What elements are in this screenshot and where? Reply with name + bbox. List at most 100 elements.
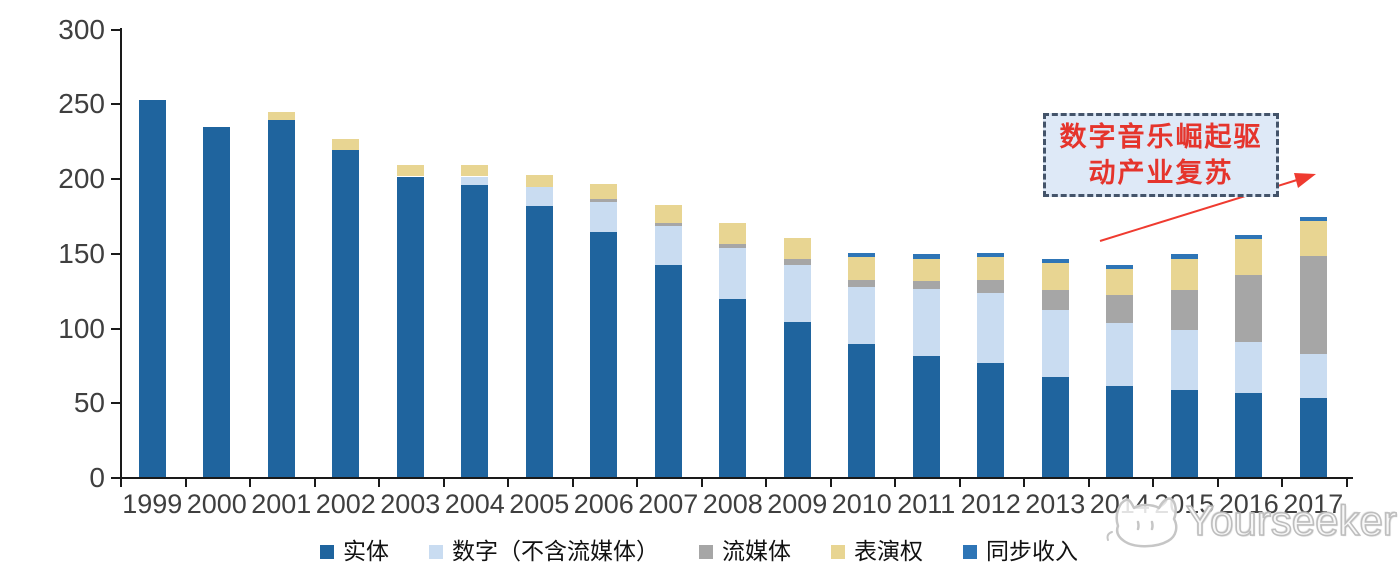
bar-segment-表演权 <box>654 204 682 223</box>
bar-segment-表演权 <box>1106 269 1134 295</box>
bar-segment-同步收入 <box>1170 254 1198 259</box>
bar-segment-同步收入 <box>977 252 1005 258</box>
bar-segment-流媒体 <box>848 279 876 288</box>
x-axis-tick <box>378 479 380 487</box>
y-axis-tick <box>111 402 120 405</box>
bar-segment-实体 <box>1041 376 1069 477</box>
bar-segment-表演权 <box>719 222 747 244</box>
x-axis-tick <box>184 479 187 487</box>
bar-segment-表演权 <box>912 258 940 282</box>
x-axis-tick <box>894 479 896 487</box>
bar-segment-同步收入 <box>1235 234 1263 240</box>
x-axis-label: 2017 <box>1283 489 1344 519</box>
bar-segment-同步收入 <box>1106 264 1134 270</box>
x-axis-tick <box>507 479 509 487</box>
legend-swatch-icon <box>320 545 334 559</box>
x-axis-label: 2006 <box>573 489 634 519</box>
bar-segment-实体 <box>1106 385 1134 477</box>
bar-segment-表演权 <box>396 164 424 177</box>
x-axis-label: 2009 <box>767 489 828 519</box>
x-axis-tick <box>571 479 574 487</box>
bar-segment-数字（不含流媒体） <box>783 264 811 322</box>
bar-segment-流媒体 <box>719 243 747 249</box>
bar-segment-实体 <box>138 100 166 477</box>
bar-segment-流媒体 <box>1170 290 1198 331</box>
bar-segment-流媒体 <box>1299 255 1327 355</box>
bar-segment-表演权 <box>1299 221 1327 256</box>
bar-segment-数字（不含流媒体） <box>1235 342 1263 394</box>
bar-segment-流媒体 <box>783 258 811 265</box>
bar-segment-数字（不含流媒体） <box>1170 330 1198 391</box>
x-axis-label: 2000 <box>186 489 247 519</box>
legend-label: 表演权 <box>854 539 923 564</box>
x-axis-label: 2004 <box>444 489 505 519</box>
x-axis-label: 2002 <box>315 489 376 519</box>
bar-segment-同步收入 <box>848 252 876 258</box>
legend-item: 表演权 <box>831 540 923 564</box>
x-axis-tick <box>120 479 122 487</box>
x-axis-tick <box>765 479 767 487</box>
bar-segment-流媒体 <box>977 279 1005 294</box>
y-axis-tick <box>111 28 120 31</box>
x-axis-tick <box>636 479 638 487</box>
watermark: Yourseeker <box>1104 492 1398 550</box>
x-axis-tick <box>829 479 832 487</box>
bar-segment-同步收入 <box>912 254 940 259</box>
y-axis-label: 50 <box>73 387 105 419</box>
cat-logo-icon <box>1106 497 1178 548</box>
bar-segment-表演权 <box>590 183 618 199</box>
x-axis-label: 1999 <box>122 489 183 519</box>
x-axis-label: 2010 <box>831 489 892 519</box>
annotation-text-line1: 数字音乐崛起驱 <box>1059 122 1263 152</box>
bar-segment-实体 <box>203 127 231 477</box>
bar-segment-实体 <box>396 176 424 477</box>
x-axis-tick <box>249 479 251 487</box>
y-axis <box>120 27 122 478</box>
x-axis-label: 2007 <box>638 489 699 519</box>
bar-segment-实体 <box>332 149 360 477</box>
bar-segment-实体 <box>461 185 489 477</box>
bar-segment-流媒体 <box>1106 294 1134 323</box>
legend-swatch-icon <box>963 545 977 559</box>
x-axis-tick <box>1023 479 1025 487</box>
legend-item: 数字（不含流媒体） <box>429 540 659 564</box>
bar-segment-数字（不含流媒体） <box>1041 309 1069 377</box>
x-axis-label: 2005 <box>509 489 570 519</box>
y-axis-label: 150 <box>58 237 105 269</box>
x-axis-tick <box>958 479 961 487</box>
bar-segment-流媒体 <box>654 222 682 226</box>
y-axis-tick <box>111 103 120 106</box>
y-axis-tick <box>111 252 120 255</box>
y-axis-label: 100 <box>58 312 105 344</box>
bar-segment-实体 <box>267 119 295 477</box>
bar-segment-流媒体 <box>912 281 940 289</box>
bar-segment-同步收入 <box>1041 258 1069 264</box>
x-axis-tick <box>1087 479 1090 487</box>
watermark-text: Yourseeker <box>1185 497 1397 545</box>
bar-segment-实体 <box>719 299 747 477</box>
y-axis-label: 200 <box>58 163 105 194</box>
x-axis-tick <box>1216 479 1219 487</box>
y-axis-label: 0 <box>89 462 105 493</box>
x-axis-tick <box>1345 479 1348 487</box>
bar-segment-同步收入 <box>1299 216 1327 222</box>
bar-segment-实体 <box>1170 390 1198 477</box>
legend-label: 同步收入 <box>986 539 1078 564</box>
x-axis <box>120 477 1353 479</box>
bar-segment-数字（不含流媒体） <box>654 225 682 265</box>
legend-label: 实体 <box>343 539 389 564</box>
y-axis-tick <box>111 477 120 479</box>
bar-segment-数字（不含流媒体） <box>525 186 553 207</box>
bar-segment-实体 <box>1299 397 1327 477</box>
bar-segment-实体 <box>783 321 811 477</box>
legend-swatch-icon <box>429 545 443 559</box>
y-axis-tick <box>111 327 120 330</box>
bar-segment-表演权 <box>1041 263 1069 291</box>
legend: 实体 数字（不含流媒体） 流媒体 表演权 同步收入 <box>0 540 1398 564</box>
bar-segment-实体 <box>525 206 553 477</box>
bar-segment-数字（不含流媒体） <box>719 248 747 300</box>
legend-item: 同步收入 <box>963 540 1078 564</box>
bar-segment-数字（不含流媒体） <box>1106 323 1134 386</box>
bar-segment-数字（不含流媒体） <box>1299 354 1327 398</box>
